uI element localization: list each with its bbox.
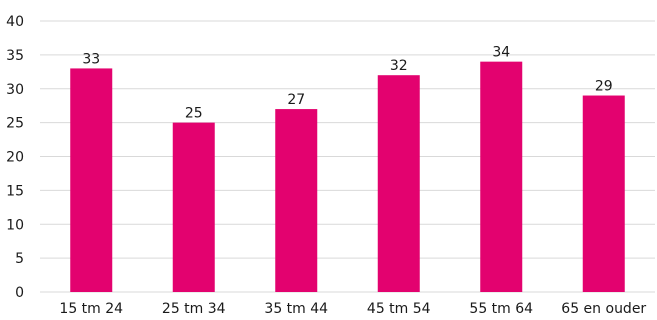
bar: [275, 109, 318, 292]
y-tick-label: 15: [6, 183, 24, 199]
gridlines: [40, 20, 655, 293]
y-tick-label: 35: [6, 48, 24, 64]
bar: [70, 68, 113, 292]
bar: [172, 122, 215, 292]
x-axis-tick-labels: 15 tm 24 25 tm 34 35 tm 44 45 tm 54 55 tm 64…: [59, 301, 646, 317]
x-tick-label: 65 en ouder: [561, 301, 646, 317]
bar: [480, 61, 523, 293]
data-label: 34: [492, 45, 510, 61]
data-label: 27: [287, 92, 305, 108]
x-tick-label: 25 tm 34: [162, 301, 226, 317]
y-tick-label: 40: [6, 14, 24, 30]
bar: [377, 75, 420, 292]
bar: [582, 95, 625, 293]
x-tick-label: 55 tm 64: [469, 301, 533, 317]
x-tick-label: 45 tm 54: [367, 301, 431, 317]
x-tick-label: 15 tm 24: [59, 301, 123, 317]
bars: [70, 61, 625, 293]
data-label: 29: [595, 79, 613, 95]
y-tick-label: 20: [6, 150, 24, 166]
y-axis-tick-labels: 0 5 10 15 20 25 30 35 40: [6, 14, 24, 301]
data-label: 32: [390, 58, 408, 74]
y-tick-label: 25: [6, 116, 24, 132]
y-tick-label: 0: [15, 285, 24, 301]
data-labels: 33 25 27 32 34 29: [82, 45, 612, 122]
data-label: 25: [185, 106, 203, 122]
y-tick-label: 10: [6, 217, 24, 233]
data-label: 33: [82, 51, 100, 67]
y-tick-label: 30: [6, 82, 24, 98]
y-tick-label: 5: [15, 251, 24, 267]
x-tick-label: 35 tm 44: [264, 301, 328, 317]
